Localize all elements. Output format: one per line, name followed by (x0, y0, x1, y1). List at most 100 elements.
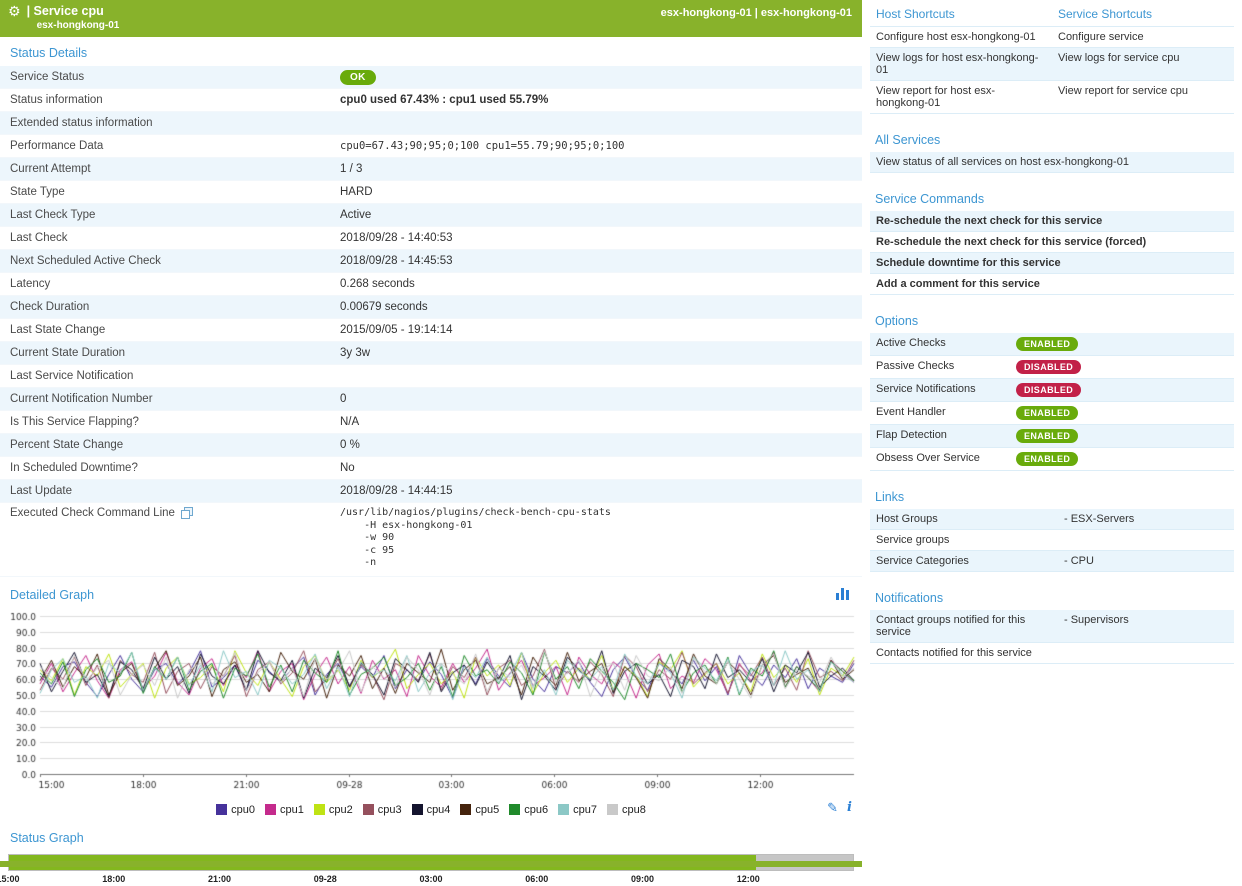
notification-value (1058, 643, 1234, 663)
detailed-graph-header-row: Detailed Graph (0, 579, 862, 608)
legend-swatch (558, 804, 569, 815)
link-value[interactable]: - ESX-Servers (1058, 509, 1234, 529)
link-value (1058, 530, 1234, 550)
status-graph-widget: 15:0018:0021:0009-2803:0006:0009:0012:00 (8, 854, 854, 886)
link-label: Service Categories (870, 551, 1058, 571)
row-value: 2018/09/28 - 14:45:53 (340, 255, 862, 267)
row-value: 0 % (340, 439, 862, 451)
row-value-text: cpu0=67.43;90;95;0;100 cpu1=55.79;90;95;… (340, 140, 624, 152)
legend-label: cpu3 (378, 804, 402, 816)
service-command-link[interactable]: Schedule downtime for this service (870, 253, 1234, 273)
status-row: Current State Duration3y 3w (0, 342, 862, 365)
option-label: Obsess Over Service (870, 448, 1010, 470)
service-shortcut-link[interactable]: View logs for service cpu (1052, 48, 1234, 80)
status-row: Executed Check Command Line/usr/lib/nagi… (0, 503, 862, 577)
shortcuts-header-row: Host Shortcuts Service Shortcuts (870, 2, 1234, 27)
option-row: Obsess Over Service ENABLED (870, 448, 1234, 471)
option-state-cell: ENABLED (1010, 333, 1234, 355)
page-title: | Service cpu (27, 4, 120, 19)
detailed-graph-heading: Detailed Graph (0, 579, 104, 608)
options-heading: Options (870, 308, 1234, 333)
link-value[interactable]: - CPU (1058, 551, 1234, 571)
legend-label: cpu7 (573, 804, 597, 816)
row-label: State Type (0, 186, 340, 198)
option-state-badge: ENABLED (1016, 406, 1078, 420)
info-icon[interactable]: i (847, 800, 852, 815)
timeline-tick-label: 21:00 (208, 874, 231, 884)
row-label: Is This Service Flapping? (0, 416, 340, 428)
status-row: Last State Change2015/09/05 - 19:14:14 (0, 319, 862, 342)
service-command-link[interactable]: Re-schedule the next check for this serv… (870, 211, 1234, 231)
legend-swatch (412, 804, 423, 815)
header-host-links[interactable]: esx-hongkong-01 | esx-hongkong-01 (661, 0, 862, 37)
legend-swatch (509, 804, 520, 815)
timeline-tick-label: 09-28 (314, 874, 337, 884)
all-services-heading: All Services (870, 127, 1234, 152)
option-state-cell: ENABLED (1010, 402, 1234, 424)
legend-swatch (460, 804, 471, 815)
left-panel: ⚙ | Service cpu esx-hongkong-01 esx-hong… (0, 0, 862, 867)
command-line-text: /usr/lib/nagios/plugins/check-bench-cpu-… (340, 507, 862, 570)
status-row: Current Attempt1 / 3 (0, 158, 862, 181)
option-row: Flap DetectionENABLED (870, 425, 1234, 448)
service-shortcut-link[interactable]: Configure service (1052, 27, 1234, 47)
option-state-cell: DISABLED (1010, 379, 1234, 401)
timeline-tick-label: 06:00 (525, 874, 548, 884)
row-label: Latency (0, 278, 340, 290)
row-value: HARD (340, 186, 862, 198)
all-services-link[interactable]: View status of all services on host esx-… (870, 152, 1234, 172)
legend-label: cpu0 (231, 804, 255, 816)
timeline-tick-label: 12:00 (737, 874, 760, 884)
status-row: Last Check2018/09/28 - 14:40:53 (0, 227, 862, 250)
row-value: 0.268 seconds (340, 278, 862, 290)
status-row: Service StatusOK (0, 66, 862, 89)
legend-label: cpu5 (475, 804, 499, 816)
notification-label: Contact groups notified for this service (870, 610, 1058, 642)
option-label: Passive Checks (870, 356, 1010, 378)
timeline-tick-label: 03:00 (419, 874, 442, 884)
copy-icon[interactable] (181, 507, 193, 519)
legend-swatch (607, 804, 618, 815)
service-command-link[interactable]: Add a comment for this service (870, 274, 1234, 294)
edit-graph-icon[interactable]: ✎ (827, 800, 838, 816)
row-value: N/A (340, 416, 862, 428)
row-value: /usr/lib/nagios/plugins/check-bench-cpu-… (340, 507, 862, 570)
notifications-table: Contact groups notified for this service… (870, 610, 1234, 664)
row-label: Last Update (0, 485, 340, 497)
row-label: Next Scheduled Active Check (0, 255, 340, 267)
host-shortcut-link[interactable]: View logs for host esx-hongkong-01 (870, 48, 1052, 80)
option-row: Service NotificationsDISABLED (870, 379, 1234, 402)
row-value-text: cpu0 used 67.43% : cpu1 used 55.79% (340, 94, 548, 106)
all-services-section: All Services View status of all services… (870, 127, 1234, 173)
options-section: Options Active ChecksENABLEDPassive Chec… (870, 308, 1234, 471)
status-row: Status informationcpu0 used 67.43% : cpu… (0, 89, 862, 112)
option-state-badge: ENABLED (1016, 452, 1078, 466)
host-shortcut-link[interactable]: Configure host esx-hongkong-01 (870, 27, 1052, 47)
status-row: Next Scheduled Active Check2018/09/28 - … (0, 250, 862, 273)
row-label: Check Duration (0, 301, 340, 313)
legend-item: cpu3 (363, 804, 402, 816)
command-row: Re-schedule the next check for this serv… (870, 211, 1234, 232)
legend-label: cpu2 (329, 804, 353, 816)
legend-item: cpu5 (460, 804, 499, 816)
service-command-link[interactable]: Re-schedule the next check for this serv… (870, 232, 1234, 252)
legend-item: cpu2 (314, 804, 353, 816)
host-shortcut-link[interactable]: View report for host esx-hongkong-01 (870, 81, 1052, 113)
legend-item: cpu6 (509, 804, 548, 816)
option-label: Event Handler (870, 402, 1010, 424)
service-shortcut-link[interactable]: View report for service cpu (1052, 81, 1234, 113)
title-block: | Service cpu esx-hongkong-01 (27, 4, 120, 37)
row-value: 3y 3w (340, 347, 862, 359)
service-shortcuts-heading: Service Shortcuts (1052, 2, 1234, 26)
gear-icon[interactable]: ⚙ (8, 4, 21, 37)
row-label: Last Check (0, 232, 340, 244)
notification-row: Contacts notified for this service (870, 643, 1234, 664)
notification-value[interactable]: - Supervisors (1058, 610, 1234, 642)
legend-item: cpu8 (607, 804, 646, 816)
all-services-row: View status of all services on host esx-… (870, 152, 1234, 173)
chart-action-icons: ✎ i (827, 800, 852, 816)
row-label: Status information (0, 94, 340, 106)
timeline-tick-label: 09:00 (631, 874, 654, 884)
row-label: Current State Duration (0, 347, 340, 359)
bar-chart-icon[interactable] (836, 587, 850, 600)
